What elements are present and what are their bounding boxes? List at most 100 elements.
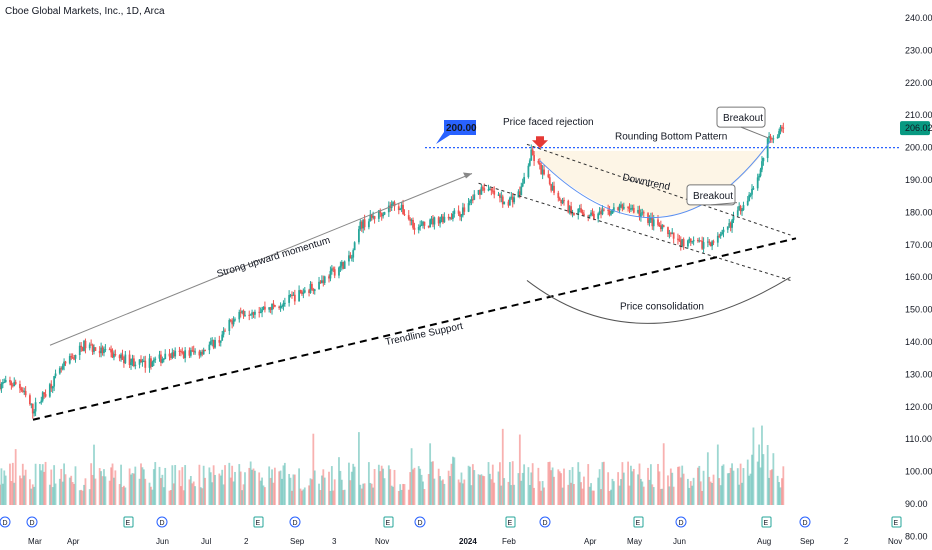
- volume-bar: [433, 478, 436, 505]
- dividend-marker[interactable]: [26, 516, 38, 528]
- candle-body: [768, 136, 770, 139]
- earnings-marker[interactable]: [253, 516, 264, 528]
- rounding-bottom-arc: [539, 140, 771, 219]
- candle-body: [362, 219, 365, 229]
- candle-body: [647, 213, 649, 223]
- volume-bar: [70, 475, 73, 505]
- volume-bar: [578, 471, 581, 505]
- time-axis-label: May: [627, 537, 642, 546]
- volume-bar: [461, 483, 464, 505]
- time-axis-label: Apr: [67, 537, 80, 546]
- candle-body: [400, 204, 403, 209]
- candle-body: [40, 400, 43, 403]
- earnings-marker[interactable]: [123, 516, 134, 528]
- volume-bar: [94, 478, 97, 505]
- volume-bar: [557, 469, 560, 505]
- earnings-marker[interactable]: [505, 516, 516, 528]
- candle-body: [461, 207, 464, 216]
- time-axis-label: 3: [332, 537, 337, 546]
- candle-body: [667, 227, 669, 235]
- time-axis-label: Apr: [584, 537, 597, 546]
- volume-bar: [298, 468, 300, 505]
- candle-body: [612, 207, 615, 211]
- volume-bar: [118, 484, 121, 505]
- candle-body: [322, 280, 325, 283]
- candle-body: [417, 227, 420, 230]
- dividend-marker[interactable]: [0, 516, 11, 528]
- volume-bar: [692, 477, 695, 505]
- candle-body: [20, 388, 23, 391]
- volume-bar: [581, 488, 584, 505]
- candle-body: [518, 191, 521, 196]
- candle-body: [587, 215, 590, 217]
- volume-bar: [387, 465, 390, 505]
- earnings-marker[interactable]: [633, 516, 644, 528]
- candle-body: [699, 240, 702, 242]
- candle-body: [309, 283, 312, 293]
- candle-body: [229, 319, 232, 322]
- candle-body: [771, 138, 773, 140]
- volume-bar: [627, 461, 629, 505]
- candle-body: [104, 349, 107, 351]
- candle-body: [339, 265, 342, 268]
- volume-bar: [11, 462, 14, 505]
- breakout-1-label: Breakout: [693, 191, 733, 202]
- candle-body: [289, 294, 292, 296]
- volume-bar: [390, 485, 393, 505]
- volume-bar: [279, 470, 282, 505]
- volume-bar: [687, 478, 689, 505]
- candle-body: [627, 206, 629, 208]
- volume-bar: [413, 467, 416, 505]
- candle-body: [21, 390, 24, 392]
- time-axis-label: 2024: [459, 537, 477, 546]
- volume-bar: [352, 463, 355, 505]
- volume-bar: [63, 463, 65, 505]
- volume-bar: [372, 487, 375, 505]
- dividend-marker[interactable]: [675, 516, 687, 528]
- volume-bar: [201, 488, 204, 505]
- candle-body: [470, 199, 473, 201]
- candle-body: [151, 361, 154, 367]
- candle-body: [311, 283, 313, 290]
- candle-body: [150, 358, 152, 367]
- dividend-marker[interactable]: [414, 516, 426, 528]
- candle-body: [10, 382, 13, 386]
- volume-bar: [739, 463, 742, 505]
- candle-body: [709, 242, 712, 247]
- momentum-arrow-head: [463, 172, 472, 179]
- price-tick-label: 90.00: [905, 499, 928, 509]
- dividend-marker[interactable]: [539, 516, 551, 528]
- volume-bar: [696, 467, 699, 505]
- volume-bar: [80, 489, 83, 505]
- event-marker-label: E: [636, 520, 641, 527]
- candle-body: [380, 213, 383, 217]
- candle-body: [100, 347, 103, 354]
- dividend-marker[interactable]: [156, 516, 168, 528]
- volume-bar: [282, 465, 285, 505]
- volume-bar: [382, 468, 385, 505]
- candle-body: [11, 385, 14, 387]
- candle-body: [719, 234, 722, 237]
- candle-body: [591, 212, 594, 214]
- candle-body: [778, 131, 780, 137]
- candle-body: [192, 350, 195, 352]
- volume-bar: [168, 490, 171, 505]
- earnings-marker[interactable]: [761, 516, 772, 528]
- candle-body: [752, 188, 755, 190]
- earnings-marker[interactable]: [891, 516, 902, 528]
- candle-body: [363, 219, 366, 228]
- candle-body: [679, 240, 682, 247]
- earnings-marker[interactable]: [383, 516, 394, 528]
- volume-bar: [181, 467, 184, 505]
- dividend-marker[interactable]: [289, 516, 301, 528]
- volume-bar: [114, 470, 117, 505]
- candle-body: [198, 351, 201, 356]
- volume-bar: [688, 487, 691, 505]
- breakout-2-label: Breakout: [723, 113, 763, 124]
- candle-body: [501, 196, 504, 205]
- volume-bar: [553, 476, 555, 505]
- candle-body: [450, 217, 453, 220]
- candle-body: [439, 219, 441, 224]
- dividend-marker[interactable]: [799, 516, 811, 528]
